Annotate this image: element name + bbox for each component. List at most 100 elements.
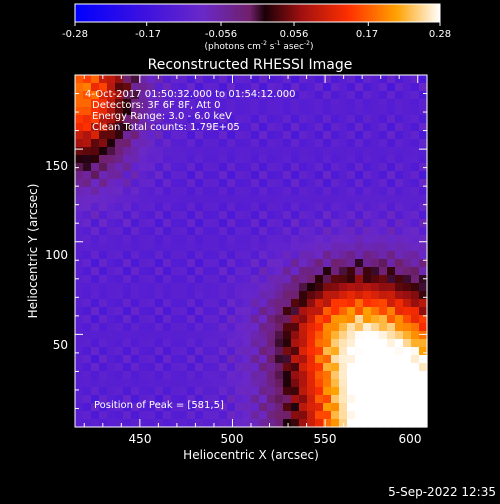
heatmap-cell — [83, 323, 92, 332]
heatmap-cell — [163, 307, 172, 316]
heatmap-cell — [411, 323, 420, 332]
heatmap-cell — [131, 91, 140, 100]
x-tick-label: 500 — [221, 432, 244, 446]
heatmap-cell — [243, 275, 252, 284]
heatmap-cell — [371, 171, 380, 180]
heatmap-cell — [323, 179, 332, 188]
heatmap-cell — [83, 267, 92, 276]
heatmap-cell — [171, 419, 180, 428]
heatmap-cell — [259, 251, 268, 260]
heatmap-cell — [115, 195, 124, 204]
heatmap-cell — [355, 211, 364, 220]
heatmap-cell — [123, 91, 132, 100]
heatmap-cell — [347, 83, 356, 92]
heatmap-cell — [387, 203, 396, 212]
heatmap-cell — [211, 347, 220, 356]
heatmap-cell — [315, 291, 324, 300]
heatmap-cell — [107, 411, 116, 420]
heatmap-cell — [267, 395, 276, 404]
heatmap-cell — [323, 107, 332, 116]
heatmap-cell — [283, 75, 292, 84]
heatmap-cell — [83, 131, 92, 140]
heatmap-cell — [179, 155, 188, 164]
heatmap-cell — [371, 355, 380, 364]
heatmap-cell — [363, 355, 372, 364]
heatmap-cell — [243, 299, 252, 308]
heatmap-cell — [299, 115, 308, 124]
heatmap-cell — [203, 395, 212, 404]
heatmap-cell — [147, 235, 156, 244]
heatmap-cell — [115, 147, 124, 156]
heatmap-cell — [331, 419, 340, 428]
heatmap-cell — [203, 371, 212, 380]
heatmap-cell — [163, 379, 172, 388]
heatmap-cell — [235, 139, 244, 148]
heatmap-cell — [235, 251, 244, 260]
heatmap-cell — [227, 275, 236, 284]
heatmap-cell — [243, 195, 252, 204]
heatmap-cell — [187, 235, 196, 244]
heatmap-cell — [339, 227, 348, 236]
heatmap-cell — [419, 155, 428, 164]
heatmap-cell — [355, 139, 364, 148]
heatmap-cell — [179, 187, 188, 196]
heatmap-cell — [131, 179, 140, 188]
heatmap-cell — [403, 83, 412, 92]
heatmap-cell — [155, 243, 164, 252]
heatmap-cell — [179, 419, 188, 428]
heatmap-cell — [219, 387, 228, 396]
heatmap-cell — [339, 323, 348, 332]
heatmap-cell — [379, 139, 388, 148]
heatmap-cell — [403, 99, 412, 108]
heatmap-cell — [307, 299, 316, 308]
heatmap-cell — [171, 123, 180, 132]
heatmap-cell — [227, 283, 236, 292]
heatmap-cell — [139, 243, 148, 252]
heatmap-cell — [107, 323, 116, 332]
heatmap-cell — [379, 187, 388, 196]
heatmap-cell — [75, 379, 84, 388]
heatmap-cell — [75, 355, 84, 364]
heatmap-cell — [251, 355, 260, 364]
heatmap-cell — [83, 355, 92, 364]
heatmap-cell — [227, 403, 236, 412]
heatmap-cell — [339, 235, 348, 244]
heatmap-cell — [99, 251, 108, 260]
heatmap-cell — [283, 323, 292, 332]
heatmap-cell — [147, 307, 156, 316]
heatmap-cell — [171, 203, 180, 212]
heatmap-cell — [259, 379, 268, 388]
heatmap-cell — [299, 291, 308, 300]
heatmap-cell — [395, 347, 404, 356]
heatmap-cell — [203, 107, 212, 116]
heatmap-cell — [131, 115, 140, 124]
heatmap-cell — [323, 371, 332, 380]
heatmap-cell — [283, 347, 292, 356]
heatmap-cell — [131, 83, 140, 92]
heatmap-cell — [307, 379, 316, 388]
heatmap-cell — [315, 363, 324, 372]
heatmap-cell — [171, 387, 180, 396]
heatmap-cell — [371, 139, 380, 148]
heatmap-cell — [163, 395, 172, 404]
heatmap-cell — [251, 259, 260, 268]
heatmap-cell — [403, 251, 412, 260]
heatmap-cell — [339, 395, 348, 404]
heatmap-cell — [419, 99, 428, 108]
heatmap-cell — [235, 315, 244, 324]
heatmap-cell — [115, 363, 124, 372]
heatmap-cell — [283, 131, 292, 140]
heatmap-cell — [323, 187, 332, 196]
heatmap-cell — [331, 299, 340, 308]
heatmap-cell — [203, 211, 212, 220]
heatmap-cell — [179, 227, 188, 236]
heatmap-cell — [307, 235, 316, 244]
heatmap-cell — [395, 243, 404, 252]
heatmap-cell — [403, 155, 412, 164]
heatmap-cell — [83, 203, 92, 212]
heatmap-cell — [395, 203, 404, 212]
heatmap-cell — [331, 339, 340, 348]
heatmap-cell — [347, 387, 356, 396]
heatmap-cell — [211, 339, 220, 348]
heatmap-cell — [251, 307, 260, 316]
